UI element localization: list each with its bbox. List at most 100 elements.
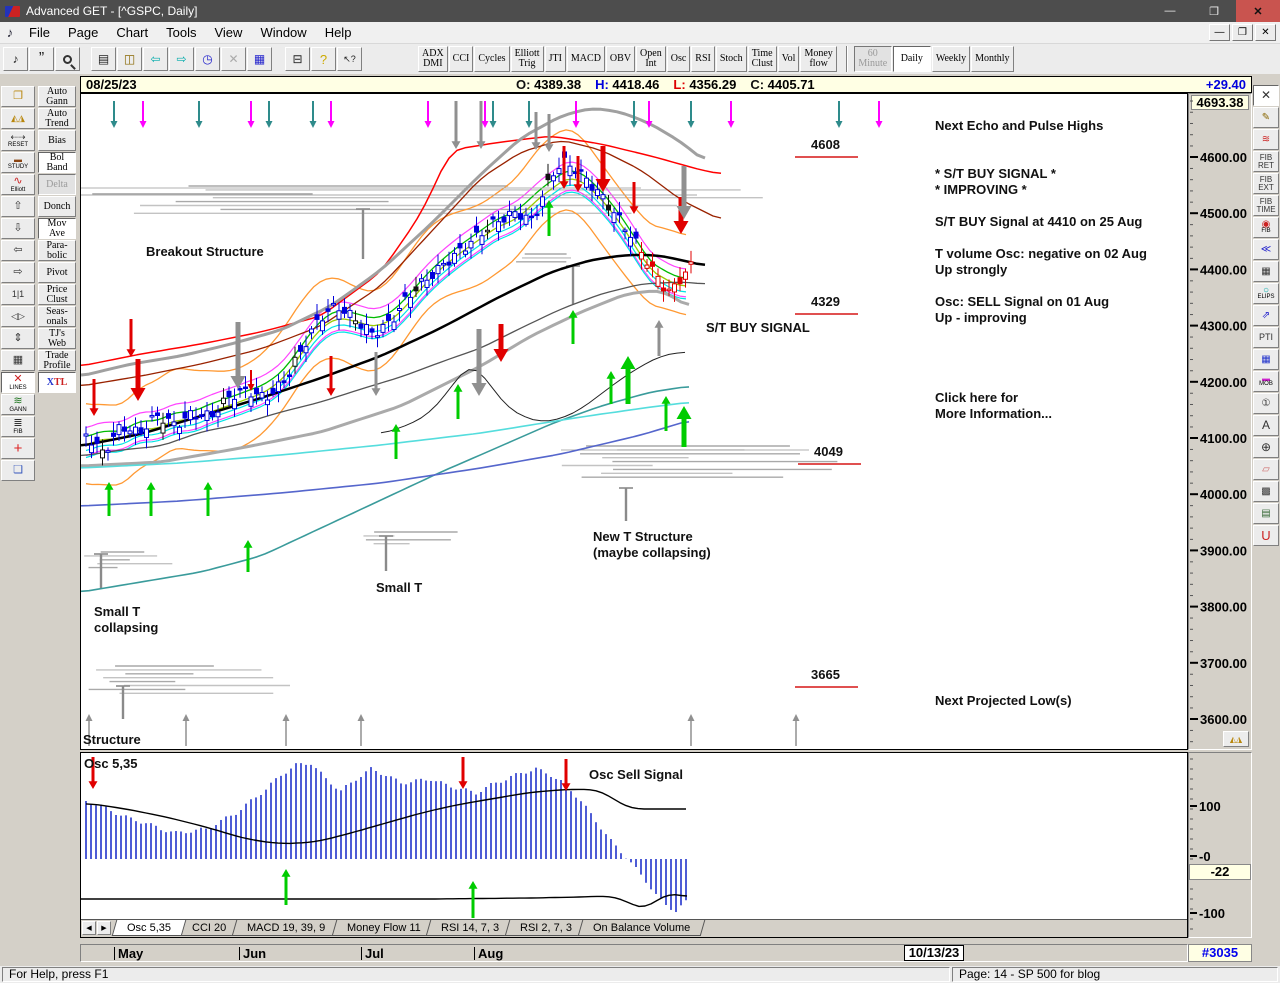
tool-button-delta[interactable]: Delta — [38, 174, 76, 195]
menu-item-help[interactable]: Help — [324, 25, 352, 40]
scale-button[interactable]: ◭◮ — [1223, 731, 1249, 747]
study-button-jti[interactable]: JTI — [544, 46, 566, 72]
next-page-icon[interactable]: ⇨ — [169, 47, 194, 71]
trendlines-icon[interactable]: ≋ — [1253, 129, 1279, 150]
mdi-child-icon[interactable]: ♪ — [6, 25, 14, 40]
study-button-vol[interactable]: Vol — [777, 46, 800, 72]
compress-bars-icon[interactable]: ⇕ — [1, 328, 35, 349]
fan-lines-icon[interactable]: ≪ — [1253, 239, 1279, 260]
tool-button-trade-profile[interactable]: Trade Profile — [38, 350, 76, 371]
menu-item-file[interactable]: File — [29, 25, 50, 40]
period-button-60-minute[interactable]: 60 Minute — [853, 46, 892, 72]
study-button-elliott-trig[interactable]: Elliott Trig — [510, 46, 544, 72]
tool-button-xtl[interactable]: X TL — [38, 372, 76, 393]
pencil-icon[interactable]: ✎ — [1253, 107, 1279, 128]
mob-icon[interactable]: ▬ MOB — [1253, 371, 1279, 392]
fib-icon[interactable]: ≣ FIB — [1, 416, 35, 437]
fib-circle-icon[interactable]: ◉ FIB — [1253, 217, 1279, 238]
tool-button-price-clust[interactable]: Price Clust — [38, 284, 76, 305]
tool-button-donch[interactable]: Donch — [38, 196, 76, 217]
restore-button[interactable]: ❐ — [1209, 5, 1219, 18]
arrow-up-icon[interactable]: ⇧ — [1, 196, 35, 217]
oscillator-panel[interactable]: Osc 5,35 Osc Sell Signal ◀ ▶ Osc 5,35 CCI … — [80, 752, 1188, 938]
study-button-open-int[interactable]: Open Int — [636, 46, 666, 72]
tool-button-tj-s-web[interactable]: TJ's Web — [38, 328, 76, 349]
period-button-weekly[interactable]: Weekly — [931, 46, 971, 72]
fib-retracement-icon[interactable]: FIB RET — [1253, 151, 1279, 172]
minimize-button[interactable]: — — [1164, 5, 1176, 17]
page-compare-icon[interactable]: 1|1 — [1, 284, 35, 305]
page-grid-icon[interactable]: ▦ — [247, 47, 272, 71]
eraser-icon[interactable]: ▱ — [1253, 459, 1279, 480]
menu-item-chart[interactable]: Chart — [116, 25, 149, 40]
angles-icon[interactable]: ⇗ — [1253, 305, 1279, 326]
study-button-stoch[interactable]: Stoch — [715, 46, 747, 72]
pti-icon[interactable]: PTI — [1253, 327, 1279, 348]
grid-dots-icon[interactable]: ▦ — [1, 350, 35, 371]
period-button-daily[interactable]: Daily — [892, 46, 931, 72]
print-icon[interactable]: ⊟ — [285, 47, 310, 71]
close-button[interactable]: ✕ — [1236, 0, 1280, 22]
tool-button-para-bolic[interactable]: Para- bolic — [38, 240, 76, 261]
grid-tool-icon[interactable]: ▦ — [1253, 261, 1279, 282]
tool-button-mov-ave[interactable]: Mov Ave — [38, 218, 76, 239]
tab-rsi-14-7-3[interactable]: RSI 14, 7, 3 — [426, 920, 515, 936]
fib-extension-icon[interactable]: FIB EXT — [1253, 173, 1279, 194]
pin-icon[interactable]: ♪ — [3, 47, 28, 71]
tool-button-bol-band[interactable]: Bol Band — [38, 152, 76, 173]
study-icon[interactable]: ▬ STUDY — [1, 152, 35, 173]
study-button-macd[interactable]: MACD — [566, 46, 605, 72]
menu-item-window[interactable]: Window — [260, 25, 307, 40]
dither-icon[interactable]: ▩ — [1253, 481, 1279, 502]
zoom-in-icon[interactable]: ⊕ — [1253, 437, 1279, 458]
tab-on-balance-volume[interactable]: On Balance Volume — [578, 920, 706, 936]
study-button-obv[interactable]: OBV — [605, 46, 636, 72]
study-button-cci[interactable]: CCI — [448, 46, 474, 72]
delete-page-icon[interactable]: ✕ — [221, 47, 246, 71]
page-time-icon[interactable]: ◷ — [195, 47, 220, 71]
gann-icon[interactable]: ≋ GANN — [1, 394, 35, 415]
arrow-right-icon[interactable]: ⇨ — [1, 262, 35, 283]
scales-icon[interactable]: ◭◮ — [1, 108, 35, 129]
period-button-monthly[interactable]: Monthly — [971, 46, 1014, 72]
study-button-osc[interactable]: Osc — [666, 46, 691, 72]
study-button-rsi[interactable]: RSI — [691, 46, 715, 72]
value-finder-icon[interactable]: ① — [1253, 393, 1279, 414]
tool-button-seas-onals[interactable]: Seas- onals — [38, 306, 76, 327]
menu-item-view[interactable]: View — [214, 25, 243, 40]
quote-icon[interactable]: ” — [29, 47, 54, 71]
child-restore-button[interactable]: ❐ — [1232, 24, 1253, 41]
date-axis[interactable]: 10/13/23 May Jun Jul Aug — [80, 944, 1188, 962]
tab-osc-5-35[interactable]: Osc 5,35 — [111, 920, 187, 936]
tab-money-flow-11[interactable]: Money Flow 11 — [331, 920, 436, 936]
tab-rsi-2-7-3[interactable]: RSI 2, 7, 3 — [505, 920, 588, 936]
tab-macd-19-39-9[interactable]: MACD 19, 39, 9 — [231, 920, 341, 936]
child-close-button[interactable]: ✕ — [1255, 24, 1276, 41]
reset-icon[interactable]: ⇠⇢ RESET — [1, 130, 35, 151]
notes-icon[interactable]: ▤ — [1253, 503, 1279, 524]
new-page-icon[interactable]: ▤ — [91, 47, 116, 71]
tool-button-auto-gann[interactable]: Auto Gann — [38, 86, 76, 107]
context-help-icon[interactable]: ↖? — [337, 47, 362, 71]
tool-button-bias[interactable]: Bias — [38, 130, 76, 151]
help-icon[interactable]: ? — [311, 47, 336, 71]
arrow-down-icon[interactable]: ⇩ — [1, 218, 35, 239]
new-window-icon[interactable]: ❏ — [1, 460, 35, 481]
child-minimize-button[interactable]: — — [1209, 24, 1230, 41]
menu-item-page[interactable]: Page — [67, 25, 99, 40]
study-button-money-flow[interactable]: Money flow — [800, 46, 837, 72]
gann-grid-icon[interactable]: ▦ — [1253, 349, 1279, 370]
undo-icon[interactable]: U — [1253, 525, 1279, 546]
save-icon[interactable]: ◫ — [117, 47, 142, 71]
tool-button-auto-trend[interactable]: Auto Trend — [38, 108, 76, 129]
tab-scroll-right-button[interactable]: ▶ — [97, 921, 111, 935]
text-tool-icon[interactable]: A — [1253, 415, 1279, 436]
study-button-cycles[interactable]: Cycles — [474, 46, 510, 72]
prev-page-icon[interactable]: ⇦ — [143, 47, 168, 71]
study-button-adx-dmi[interactable]: ADX DMI — [418, 46, 448, 72]
price-axis[interactable]: 4693.38 4600.00 4500.00 4400.00 4300.00 4200… — [1188, 93, 1252, 750]
expand-bars-icon[interactable]: ◁▷ — [1, 306, 35, 327]
ellipse-icon[interactable]: ○ ELIPS — [1253, 283, 1279, 304]
tab-scroll-left-button[interactable]: ◀ — [82, 921, 96, 935]
